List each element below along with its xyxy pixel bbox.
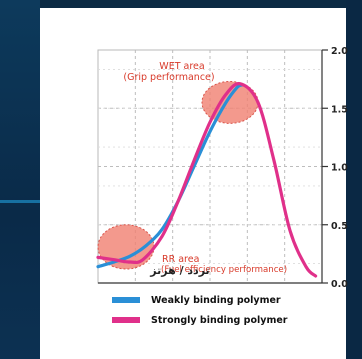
legend-swatch-strong xyxy=(112,317,140,323)
legend-item-strong: Strongly binding polymer xyxy=(112,310,287,330)
legend: Weakly binding polymer Strongly binding … xyxy=(112,290,287,330)
y-tick-label-0.0: 0.0 xyxy=(331,279,348,290)
x-axis-label: تردد / هرتز xyxy=(150,264,210,277)
area-annotations: WET area(Grip performance) RR area(Fuel e… xyxy=(123,61,287,275)
legend-label-weak: Weakly binding polymer xyxy=(151,294,281,306)
legend-label-strong: Strongly binding polymer xyxy=(151,314,288,326)
wet-area-title: WET area xyxy=(159,61,204,72)
background-glow xyxy=(0,200,40,203)
legend-swatch-weak xyxy=(112,297,140,303)
wet-area-subtitle: (Grip performance) xyxy=(123,72,214,83)
y-tick-label-2.0: 2.0 xyxy=(331,46,348,57)
y-tick-label-1.0: 1.0 xyxy=(331,163,348,174)
series-line-strong xyxy=(96,81,318,278)
background-left xyxy=(0,0,40,359)
chart-series xyxy=(96,81,318,278)
legend-item-weak: Weakly binding polymer xyxy=(112,290,287,310)
rr-area-subtitle: (Fuel efficiency performance) xyxy=(161,265,287,275)
rr-area-title: RR area xyxy=(162,254,199,265)
y-tick-label-1.5: 1.5 xyxy=(331,104,348,115)
y-tick-label-0.5: 0.5 xyxy=(331,221,348,232)
background-right xyxy=(346,0,362,359)
y-axis: 0.0 0.5 1.0 1.5 2.0 xyxy=(98,46,348,290)
